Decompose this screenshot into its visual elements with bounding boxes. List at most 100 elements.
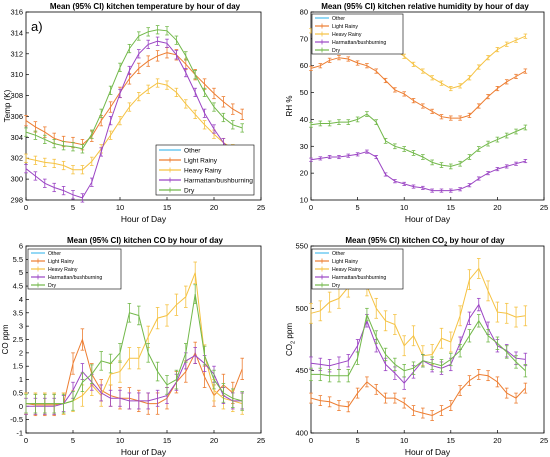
chart-panel-3: Mean (95% CI) kitchen CO by hour of day 0…: [1, 236, 265, 457]
y-axis-label-part: 2: [290, 341, 296, 344]
legend: Other Light Rainy Heavy Rainy Harmattan/bus…: [155, 144, 255, 196]
y-tick-label: 306: [10, 112, 23, 121]
series-harmattan-bushburning: [24, 36, 244, 203]
x-axis-label: Hour of Day: [121, 447, 167, 457]
legend-item: Harmattan/bushburning: [48, 275, 102, 281]
y-tick-label: 50: [300, 88, 308, 97]
y-tick-label: 302: [10, 154, 23, 163]
y-tick-label: 3.5: [13, 308, 23, 317]
legend: Other Light Rainy Heavy Rainy Harmattan/bus…: [311, 248, 404, 290]
series-line: [311, 312, 526, 377]
series-dry: [309, 307, 528, 383]
y-tick-label: 400: [295, 429, 308, 438]
chart-title: Mean (95% CI) kitchen CO by hour of day: [67, 236, 224, 245]
y-tick-label: 314: [10, 28, 23, 37]
y-tick-label: 4: [19, 295, 23, 304]
legend-item: Dry: [332, 48, 340, 54]
y-tick-label: 60: [300, 61, 308, 70]
legend-item: Other: [332, 16, 345, 22]
y-tick-label: 40: [300, 115, 308, 124]
y-tick-label: 5: [19, 268, 23, 277]
legend-item: Other: [184, 148, 201, 155]
chart-title-part: 2: [444, 241, 447, 247]
legend: Other Light Rainy Heavy Rainy Harmattan/bus…: [311, 13, 404, 55]
x-axis-label: Hour of Day: [121, 214, 167, 224]
chart-title-part: by hour of day: [447, 236, 505, 245]
y-axis-label: RH %: [285, 96, 294, 117]
series-line: [310, 373, 526, 417]
legend-item: Light Rainy: [332, 259, 358, 265]
y-tick-label: -0.5: [10, 415, 23, 424]
x-tick-label: 25: [257, 203, 265, 212]
chart-panel-2: Mean (95% CI) kitchen relative humidity …: [285, 2, 548, 224]
y-axis-label: Temp (K): [3, 89, 12, 122]
legend-item: Harmattan/bushburning: [332, 40, 386, 46]
series-dry: [24, 284, 244, 414]
x-axis-label: Hour of Day: [405, 447, 451, 457]
y-tick-label: 30: [300, 142, 308, 151]
chart-panel-1: Mean (95% CI) kitchen temperature by hou…: [3, 2, 265, 224]
series-light-rainy: [309, 55, 528, 121]
legend-item: Harmattan/bushburning: [184, 178, 253, 185]
series-harmattan-bushburning: [309, 149, 528, 193]
y-tick-label: 20: [300, 169, 308, 178]
x-tick-label: 25: [540, 436, 548, 445]
chart-panel-4: Mean (95% CI) kitchen CO2 by hour of day…: [285, 236, 548, 457]
y-tick-label: 6: [19, 242, 23, 251]
series-line: [25, 40, 243, 199]
legend-item: Dry: [184, 188, 195, 195]
y-tick-label: 316: [10, 8, 23, 17]
legend-item: Light Rainy: [332, 24, 358, 30]
chart-title-part: Mean (95% CI) kitchen CO: [345, 236, 444, 245]
y-tick-label: 1.5: [13, 362, 23, 371]
y-tick-label: 308: [10, 91, 23, 100]
y-tick-label: 3: [19, 322, 23, 331]
x-tick-label: 20: [493, 203, 501, 212]
x-tick-label: 15: [447, 436, 455, 445]
y-tick-label: 4.5: [13, 282, 23, 291]
x-tick-label: 10: [116, 436, 124, 445]
series-line: [25, 29, 243, 150]
x-tick-label: 0: [24, 436, 28, 445]
legend-item: Heavy Rainy: [332, 267, 362, 273]
y-tick-label: 500: [295, 304, 308, 313]
y-tick-label: 5.5: [13, 255, 23, 264]
y-tick-label: 2: [19, 348, 23, 357]
y-tick-label: 310: [10, 70, 23, 79]
x-tick-label: 0: [309, 436, 313, 445]
legend: Other Light Rainy Heavy Rainy Harmattan/bus…: [27, 248, 122, 290]
y-tick-label: 304: [10, 133, 23, 142]
x-tick-label: 5: [356, 203, 360, 212]
y-tick-label: 10: [300, 196, 308, 205]
legend-item: Heavy Rainy: [332, 32, 362, 38]
y-tick-label: 70: [300, 34, 308, 43]
x-tick-label: 20: [493, 436, 501, 445]
legend-item: Heavy Rainy: [184, 168, 222, 175]
legend-item: Dry: [332, 283, 340, 289]
series-dry: [309, 111, 528, 170]
x-tick-label: 10: [116, 203, 124, 212]
legend-item: Light Rainy: [184, 158, 218, 165]
legend-item: Harmattan/bushburning: [332, 275, 386, 281]
chart-title: Mean (95% CI) kitchen relative humidity …: [321, 2, 529, 11]
y-tick-label: -1: [16, 429, 23, 438]
x-tick-label: 15: [447, 203, 455, 212]
y-axis-label-part: CO: [285, 344, 294, 356]
y-tick-label: 0.5: [13, 388, 23, 397]
series-line: [310, 303, 526, 384]
y-axis-label: CO2 ppm: [285, 323, 296, 356]
y-tick-label: 550: [295, 242, 308, 251]
x-tick-label: 0: [24, 203, 28, 212]
x-tick-label: 25: [540, 203, 548, 212]
x-tick-label: 20: [210, 203, 218, 212]
x-tick-label: 5: [71, 436, 75, 445]
series-dry: [24, 25, 244, 154]
x-tick-label: 10: [400, 436, 408, 445]
y-tick-label: 312: [10, 49, 23, 58]
series-line: [25, 52, 243, 146]
legend-item: Light Rainy: [48, 259, 74, 265]
series-line: [310, 151, 526, 192]
y-tick-label: 298: [10, 196, 23, 205]
x-tick-label: 15: [163, 203, 171, 212]
